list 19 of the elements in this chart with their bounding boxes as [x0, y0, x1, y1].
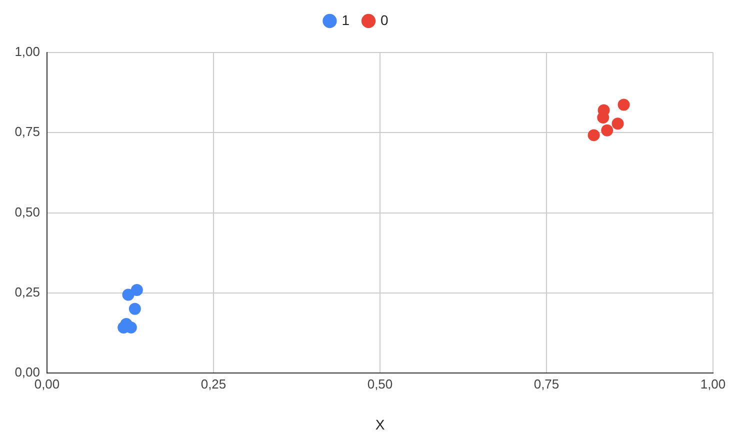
point [601, 124, 614, 136]
y-tick-label: 1,00 [14, 44, 40, 60]
y-tick-label: 0,75 [14, 124, 40, 140]
point [597, 112, 610, 124]
point [618, 98, 630, 111]
point [128, 302, 141, 315]
point [612, 118, 624, 130]
x-tick-label: 0,50 [367, 376, 393, 392]
legend-label: 1 [342, 12, 350, 28]
point [588, 129, 600, 142]
point [130, 284, 143, 296]
y-tick-label: 0,50 [14, 204, 40, 220]
y-tick-label: 0,25 [14, 284, 40, 300]
x-axis-title: X [375, 416, 386, 432]
x-tick-label: 0,75 [534, 376, 560, 392]
x-tick-label: 1,00 [700, 376, 726, 392]
point [122, 288, 134, 301]
x-tick-label: 0,25 [200, 376, 226, 392]
legend-label: 0 [380, 12, 388, 28]
